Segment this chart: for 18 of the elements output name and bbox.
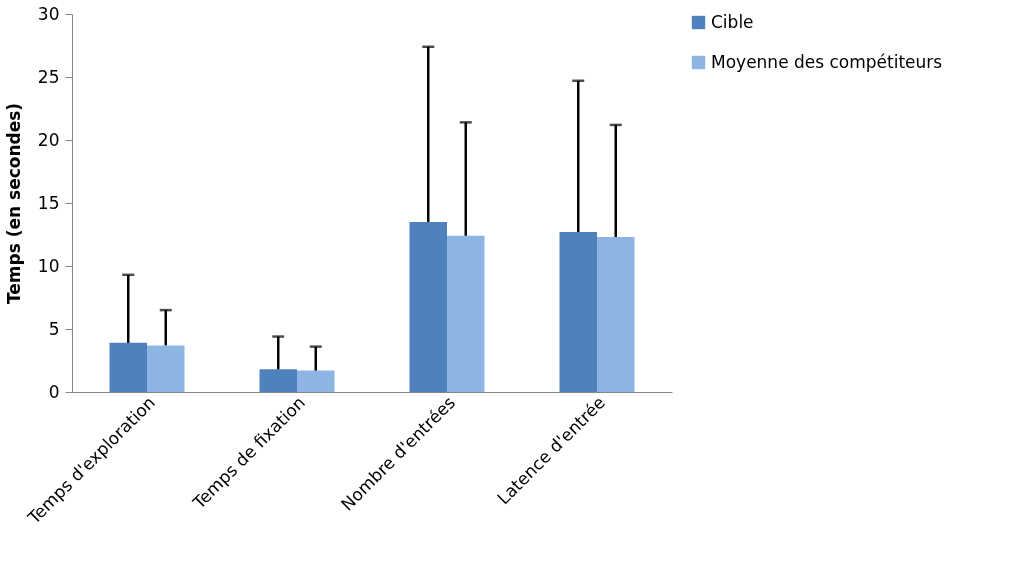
y-tick-label: 20 — [37, 129, 60, 150]
bar — [147, 345, 185, 392]
bar — [109, 342, 147, 392]
bar — [409, 221, 447, 392]
bar — [447, 235, 485, 392]
bar — [559, 231, 597, 392]
y-tick-label: 0 — [48, 381, 60, 402]
bar — [259, 369, 297, 392]
legend-label: Cible — [711, 11, 754, 32]
y-tick-label: 25 — [37, 66, 60, 87]
y-tick-label: 10 — [37, 255, 60, 276]
legend-label: Moyenne des compétiteurs — [711, 51, 943, 72]
y-tick-label: 15 — [37, 192, 60, 213]
y-tick-label: 5 — [48, 318, 60, 339]
y-axis-title: Temps (en secondes) — [3, 102, 24, 305]
y-tick-label: 30 — [37, 3, 60, 24]
bar — [297, 370, 335, 392]
bar — [597, 237, 635, 392]
